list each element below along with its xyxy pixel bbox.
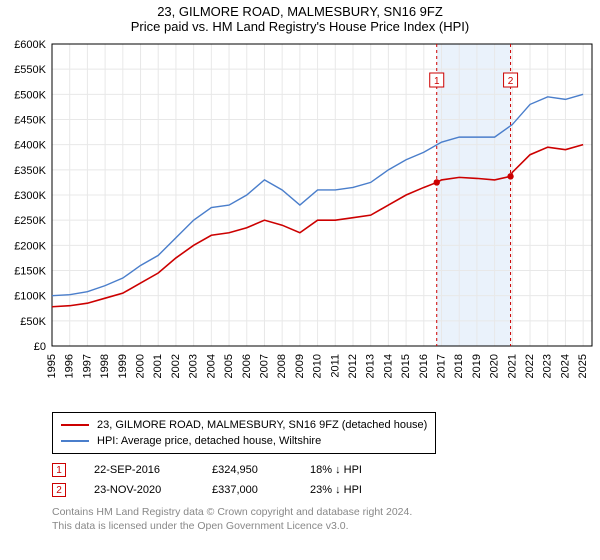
svg-text:£500K: £500K (14, 89, 46, 101)
svg-text:2011: 2011 (329, 354, 341, 378)
title-sub: Price paid vs. HM Land Registry's House … (0, 19, 600, 34)
svg-text:£50K: £50K (20, 316, 46, 328)
chart-svg: £0 £50K £100K £150K £200K £250K £300K £350K £400… (0, 36, 600, 406)
svg-text:2018: 2018 (453, 354, 465, 378)
svg-text:£200K: £200K (14, 240, 46, 252)
svg-text:£600K: £600K (14, 39, 46, 51)
svg-text:2003: 2003 (188, 354, 200, 378)
svg-text:2005: 2005 (223, 354, 235, 378)
svg-text:2021: 2021 (506, 354, 518, 378)
footer-attribution: Contains HM Land Registry data © Crown c… (52, 506, 588, 533)
legend: 23, GILMORE ROAD, MALMESBURY, SN16 9FZ (… (52, 412, 436, 454)
legend-row-hpi: HPI: Average price, detached house, Wilt… (61, 433, 427, 449)
svg-text:2019: 2019 (471, 354, 483, 378)
svg-text:2010: 2010 (312, 354, 324, 378)
svg-text:2020: 2020 (489, 354, 501, 378)
legend-swatch-property (61, 424, 89, 426)
svg-text:2012: 2012 (347, 354, 359, 378)
svg-text:2006: 2006 (241, 354, 253, 378)
data-point-pct: 18% ↓ HPI (310, 464, 390, 476)
svg-text:2023: 2023 (542, 354, 554, 378)
svg-text:£250K: £250K (14, 215, 46, 227)
footer-line1: Contains HM Land Registry data © Crown c… (52, 506, 588, 520)
svg-text:2: 2 (508, 76, 514, 87)
svg-text:2024: 2024 (559, 354, 571, 378)
legend-label-property: 23, GILMORE ROAD, MALMESBURY, SN16 9FZ (… (97, 419, 427, 431)
svg-text:£150K: £150K (14, 266, 46, 278)
svg-text:£350K: £350K (14, 165, 46, 177)
svg-text:2008: 2008 (276, 354, 288, 378)
chart-container: 23, GILMORE ROAD, MALMESBURY, SN16 9FZ P… (0, 0, 600, 560)
legend-label-hpi: HPI: Average price, detached house, Wilt… (97, 435, 321, 447)
data-point-price: £337,000 (212, 484, 282, 496)
svg-text:2013: 2013 (365, 354, 377, 378)
svg-text:2007: 2007 (258, 354, 270, 378)
svg-text:£400K: £400K (14, 140, 46, 152)
svg-text:£300K: £300K (14, 190, 46, 202)
data-point-row: 1 22-SEP-2016 £324,950 18% ↓ HPI (52, 460, 588, 480)
footer-line2: This data is licensed under the Open Gov… (52, 520, 588, 534)
svg-text:2022: 2022 (524, 354, 536, 378)
svg-text:2016: 2016 (418, 354, 430, 378)
data-point-pct: 23% ↓ HPI (310, 484, 390, 496)
svg-text:£0: £0 (34, 341, 46, 353)
svg-text:2009: 2009 (294, 354, 306, 378)
data-point-date: 22-SEP-2016 (94, 464, 184, 476)
svg-text:1997: 1997 (81, 354, 93, 378)
svg-text:2015: 2015 (400, 354, 412, 378)
legend-swatch-hpi (61, 440, 89, 442)
title-block: 23, GILMORE ROAD, MALMESBURY, SN16 9FZ P… (0, 0, 600, 36)
data-point-row: 2 23-NOV-2020 £337,000 23% ↓ HPI (52, 480, 588, 500)
svg-text:2002: 2002 (170, 354, 182, 378)
title-main: 23, GILMORE ROAD, MALMESBURY, SN16 9FZ (0, 4, 600, 19)
data-point-marker-icon: 2 (52, 483, 66, 497)
svg-text:2001: 2001 (152, 354, 164, 378)
svg-text:£100K: £100K (14, 291, 46, 303)
svg-text:2004: 2004 (205, 354, 217, 378)
svg-text:2017: 2017 (436, 354, 448, 378)
legend-row-property: 23, GILMORE ROAD, MALMESBURY, SN16 9FZ (… (61, 417, 427, 433)
svg-text:1998: 1998 (99, 354, 111, 378)
svg-text:2014: 2014 (382, 354, 394, 378)
data-points-table: 1 22-SEP-2016 £324,950 18% ↓ HPI 2 23-NO… (52, 460, 588, 500)
svg-text:1999: 1999 (117, 354, 129, 378)
data-point-date: 23-NOV-2020 (94, 484, 184, 496)
data-point-marker-icon: 1 (52, 463, 66, 477)
svg-text:2000: 2000 (135, 354, 147, 378)
svg-text:£550K: £550K (14, 64, 46, 76)
data-point-price: £324,950 (212, 464, 282, 476)
price-chart: £0 £50K £100K £150K £200K £250K £300K £350K £400… (0, 36, 600, 406)
svg-text:1: 1 (434, 76, 440, 87)
svg-text:£450K: £450K (14, 115, 46, 127)
svg-text:1996: 1996 (64, 354, 76, 378)
svg-text:1995: 1995 (46, 354, 58, 378)
svg-text:2025: 2025 (577, 354, 589, 378)
